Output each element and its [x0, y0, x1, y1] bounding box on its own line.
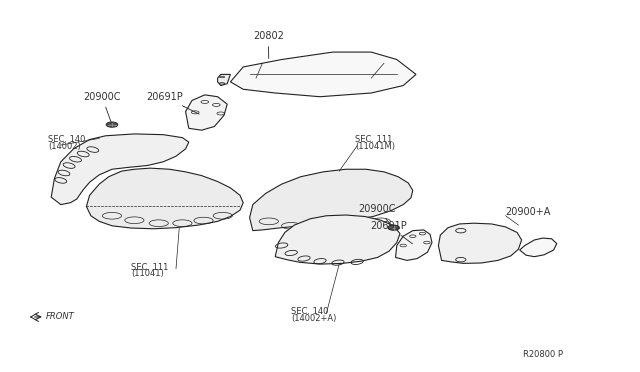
Text: (14002+A): (14002+A)	[291, 314, 337, 323]
PathPatch shape	[275, 215, 400, 264]
Text: 20691P: 20691P	[146, 92, 199, 114]
Text: SEC. 140: SEC. 140	[291, 307, 328, 316]
Text: 20900C: 20900C	[83, 92, 121, 122]
Text: 20900C: 20900C	[358, 204, 396, 225]
Text: SEC. 111: SEC. 111	[131, 263, 168, 272]
PathPatch shape	[250, 169, 413, 231]
PathPatch shape	[218, 74, 230, 86]
Ellipse shape	[106, 122, 118, 127]
Text: 20900+A: 20900+A	[506, 207, 551, 217]
Text: 20691P: 20691P	[370, 221, 413, 244]
Ellipse shape	[388, 225, 399, 230]
PathPatch shape	[230, 52, 416, 97]
PathPatch shape	[86, 168, 243, 229]
Text: R20800 P: R20800 P	[524, 350, 563, 359]
PathPatch shape	[396, 230, 432, 260]
PathPatch shape	[186, 95, 227, 130]
Text: 20802: 20802	[253, 31, 284, 59]
Text: (14002): (14002)	[48, 142, 81, 151]
Text: SEC. 140: SEC. 140	[48, 135, 85, 144]
Text: (11041): (11041)	[131, 269, 164, 278]
Text: SEC. 111: SEC. 111	[355, 135, 392, 144]
Text: (11041M): (11041M)	[355, 142, 396, 151]
Text: FRONT: FRONT	[46, 312, 75, 321]
PathPatch shape	[438, 223, 522, 263]
PathPatch shape	[51, 134, 189, 205]
PathPatch shape	[520, 238, 557, 257]
